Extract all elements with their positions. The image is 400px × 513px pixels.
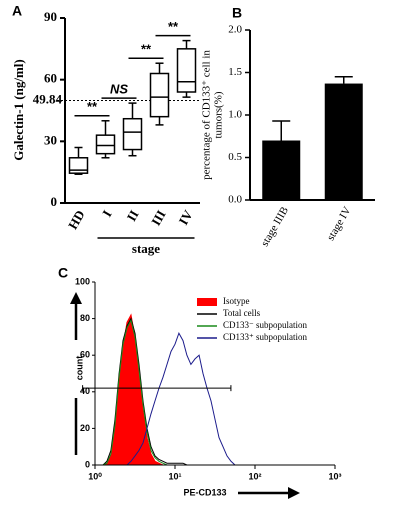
x-tick-label: I: [99, 207, 115, 219]
x-tick-label: II: [124, 207, 142, 223]
legend-label: Total cells: [223, 308, 261, 318]
x-tick-label: 10⁰: [88, 471, 102, 481]
panel-letter: C: [58, 265, 68, 281]
panel-letter: B: [232, 5, 242, 21]
box: [122, 117, 143, 151]
box: [68, 157, 89, 174]
y-tick-label: 90: [44, 9, 57, 24]
x-axis-label: PE-CD133: [183, 487, 226, 497]
y-tick-label: 40: [80, 386, 90, 396]
reference-label: 49.84: [33, 92, 63, 107]
significance-label: **: [168, 19, 179, 34]
y-tick-label: 0: [85, 459, 90, 469]
y-tick-label: 30: [44, 132, 57, 147]
box: [149, 72, 170, 118]
histogram-area: [95, 313, 240, 466]
y-tick-label: 0.0: [228, 194, 242, 206]
y-tick-label: 60: [44, 71, 57, 86]
y-tick-label: 20: [80, 423, 90, 433]
x-tick-label: 10¹: [168, 471, 181, 481]
bar: [324, 83, 363, 200]
x-tick-label: stage IV: [325, 205, 354, 243]
box: [176, 48, 197, 93]
y-tick-label: 1.5: [228, 66, 242, 78]
y-tick-label: 2.0: [228, 24, 242, 36]
x-tick-label: HD: [65, 207, 88, 231]
arrow-head: [70, 292, 82, 304]
x-tick-label: IV: [175, 207, 196, 228]
y-tick-label: 1.0: [228, 109, 242, 121]
y-axis-label: tumors(%): [213, 91, 225, 138]
legend-swatch: [197, 298, 217, 306]
x-tick-label: 10³: [328, 471, 341, 481]
significance-label: **: [87, 99, 98, 114]
y-tick-label: 80: [80, 313, 90, 323]
y-tick-label: 60: [80, 350, 90, 360]
significance-label: **: [141, 42, 152, 57]
arrow-head: [288, 487, 300, 499]
y-tick-label: 0: [51, 194, 58, 209]
y-tick-label: 0.5: [228, 151, 242, 163]
y-tick-label: 100: [75, 276, 90, 286]
y-axis-label: count: [74, 356, 84, 381]
legend-label: CD133⁺ subpopulation: [223, 332, 308, 342]
x-tick-label: stage IIIB: [259, 205, 291, 249]
significance-label: NS: [110, 82, 128, 97]
x-tick-label: 10²: [248, 471, 261, 481]
y-axis-label: Galectin-1 (ng/ml): [11, 59, 26, 160]
y-axis-label: percentage of CD133⁺ cell in: [201, 50, 213, 180]
bar: [262, 140, 301, 200]
panel-letter: A: [12, 3, 22, 19]
legend-label: CD133⁻ subpopulation: [223, 320, 308, 330]
legend-label: Isotype: [223, 296, 250, 306]
group-label: stage: [132, 241, 160, 256]
box: [95, 134, 116, 155]
x-tick-label: III: [148, 207, 169, 228]
